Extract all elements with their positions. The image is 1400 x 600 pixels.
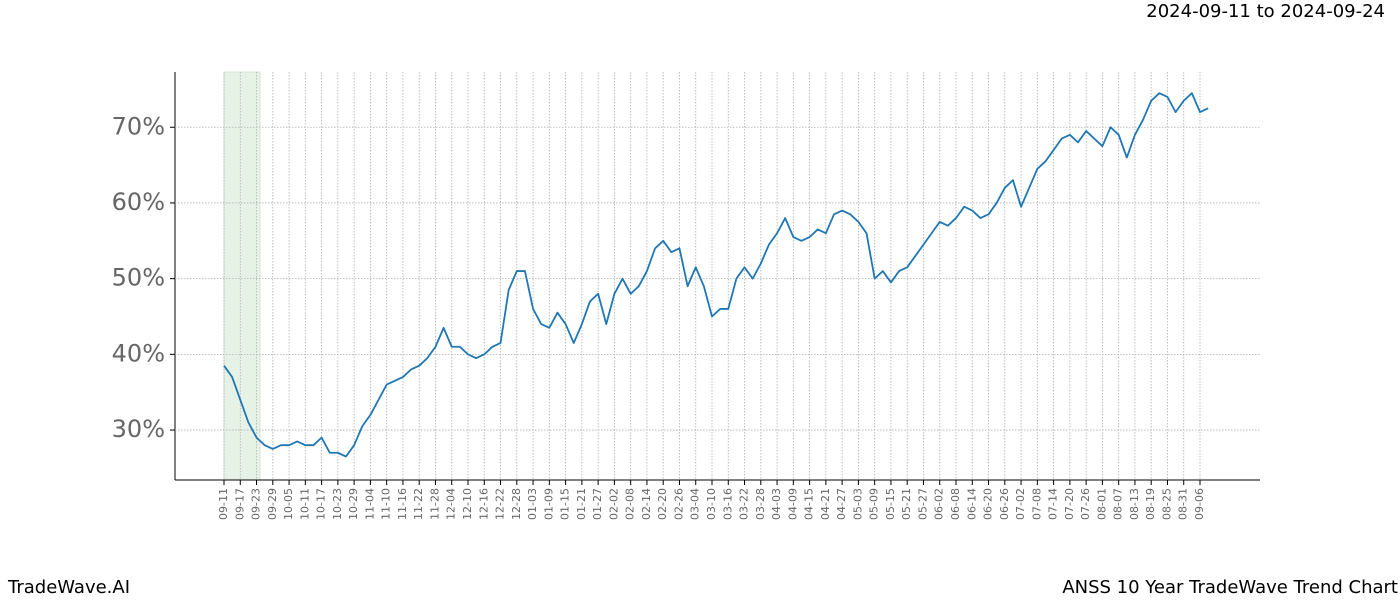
x-tick-label: 04-27 <box>835 488 848 520</box>
x-tick-label: 10-23 <box>331 488 344 520</box>
x-tick-label: 02-14 <box>640 488 653 520</box>
x-tick-label: 10-05 <box>282 488 295 520</box>
x-tick-label: 01-15 <box>559 488 572 520</box>
y-tick-label: 30% <box>112 415 165 443</box>
x-tick-label: 02-02 <box>607 488 620 520</box>
x-tick-label: 01-09 <box>542 488 555 520</box>
x-tick-label: 04-03 <box>770 488 783 520</box>
chart-name: ANSS 10 Year TradeWave Trend Chart <box>1062 577 1398 598</box>
y-tick-label: 40% <box>112 339 165 367</box>
x-tick-label: 11-04 <box>363 488 376 520</box>
x-tick-label: 06-14 <box>965 488 978 520</box>
x-tick-label: 09-11 <box>217 488 230 520</box>
x-tick-label: 06-08 <box>949 488 962 520</box>
x-tick-label: 11-10 <box>380 488 393 520</box>
x-tick-label: 07-26 <box>1079 488 1092 520</box>
x-tick-label: 07-20 <box>1063 488 1076 520</box>
x-tick-label: 09-06 <box>1193 488 1206 520</box>
y-tick-label: 60% <box>112 188 165 216</box>
x-tick-label: 07-14 <box>1047 488 1060 520</box>
x-tick-label: 08-19 <box>1144 488 1157 520</box>
x-tick-label: 07-08 <box>1030 488 1043 520</box>
x-tick-label: 09-29 <box>266 488 279 520</box>
x-tick-label: 05-27 <box>916 488 929 520</box>
x-tick-label: 11-16 <box>396 488 409 520</box>
x-tick-label: 02-08 <box>624 488 637 520</box>
x-tick-label: 01-27 <box>591 488 604 520</box>
x-tick-label: 03-22 <box>738 488 751 520</box>
brand: TradeWave.AI <box>7 577 130 598</box>
x-tick-label: 12-28 <box>510 488 523 520</box>
x-tick-label: 05-15 <box>884 488 897 520</box>
x-tick-label: 06-20 <box>982 488 995 520</box>
x-tick-label: 08-07 <box>1112 488 1125 520</box>
x-tick-label: 05-21 <box>900 488 913 520</box>
x-tick-label: 10-11 <box>298 488 311 520</box>
x-tick-label: 12-04 <box>445 488 458 520</box>
x-tick-label: 09-17 <box>233 488 246 520</box>
x-tick-label: 10-29 <box>347 488 360 520</box>
y-tick-label: 70% <box>112 112 165 140</box>
x-tick-label: 05-03 <box>851 488 864 520</box>
x-tick-label: 12-22 <box>494 488 507 520</box>
x-tick-label: 06-02 <box>933 488 946 520</box>
x-tick-label: 04-09 <box>786 488 799 520</box>
x-tick-label: 07-02 <box>1014 488 1027 520</box>
x-tick-label: 06-26 <box>998 488 1011 520</box>
trend-line <box>223 92 1209 458</box>
x-tick-label: 11-22 <box>412 488 425 520</box>
x-tick-label: 02-26 <box>672 488 685 520</box>
x-tick-label: 08-31 <box>1177 488 1190 520</box>
x-tick-label: 08-01 <box>1095 488 1108 520</box>
x-tick-label: 05-09 <box>868 488 881 520</box>
y-tick-label: 50% <box>112 264 165 292</box>
x-tick-label: 12-10 <box>461 488 474 520</box>
x-tick-label: 11-28 <box>428 488 441 520</box>
x-tick-label: 08-13 <box>1128 488 1141 520</box>
x-tick-label: 01-21 <box>575 488 588 520</box>
x-tick-label: 01-03 <box>526 488 539 520</box>
x-tick-label: 10-17 <box>315 488 328 520</box>
x-tick-label: 04-21 <box>819 488 832 520</box>
highlight-band <box>223 71 261 481</box>
x-tick-label: 09-23 <box>250 488 263 520</box>
x-tick-label: 03-10 <box>705 488 718 520</box>
x-tick-label: 04-15 <box>803 488 816 520</box>
x-tick-label: 03-28 <box>754 488 767 520</box>
x-tick-label: 12-16 <box>477 488 490 520</box>
x-tick-label: 02-20 <box>656 488 669 520</box>
date-range: 2024-09-11 to 2024-09-24 <box>1146 1 1385 22</box>
x-tick-label: 03-04 <box>689 488 702 520</box>
x-tick-label: 08-25 <box>1160 488 1173 520</box>
x-tick-label: 03-16 <box>721 488 734 520</box>
